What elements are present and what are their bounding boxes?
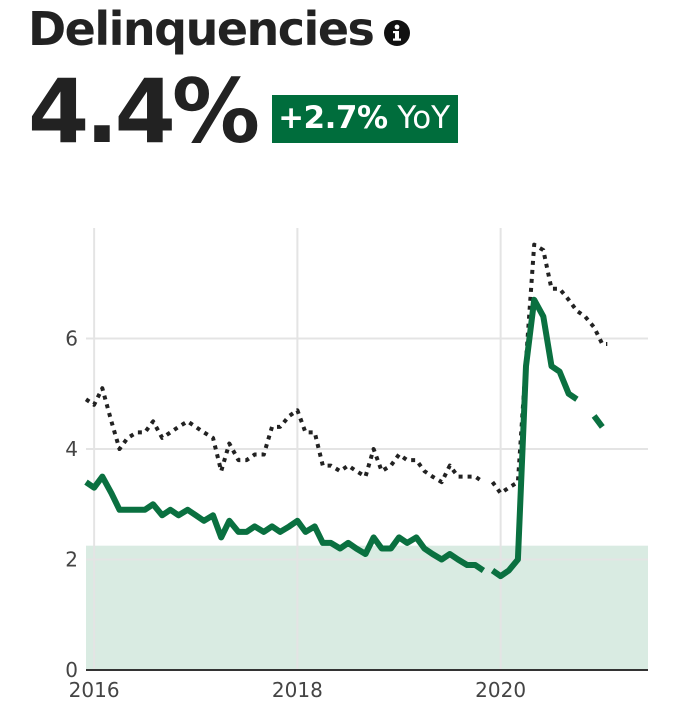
shaded-band — [86, 545, 648, 670]
series-line-dotted — [84, 242, 608, 496]
x-tick-label: 2020 — [475, 678, 526, 702]
series-line-solid — [84, 296, 605, 580]
page-title: Delinquencies — [28, 2, 375, 56]
yoy-label: YoY — [397, 100, 451, 136]
title-row: Delinquencies — [28, 2, 411, 56]
y-tick-label: 6 — [65, 327, 78, 351]
kpi-row: 4.4% +2.7% YoY — [28, 60, 459, 163]
y-tick-label: 4 — [65, 437, 78, 461]
y-tick-label: 0 — [65, 658, 78, 682]
kpi-value: 4.4% — [28, 60, 260, 163]
yoy-badge: +2.7% YoY — [272, 95, 459, 143]
yoy-change: +2.7% — [278, 100, 388, 136]
info-circle-icon[interactable] — [383, 19, 411, 47]
y-tick-label: 2 — [65, 548, 78, 572]
x-tick-label: 2018 — [272, 678, 323, 702]
x-tick-label: 2016 — [69, 678, 120, 702]
